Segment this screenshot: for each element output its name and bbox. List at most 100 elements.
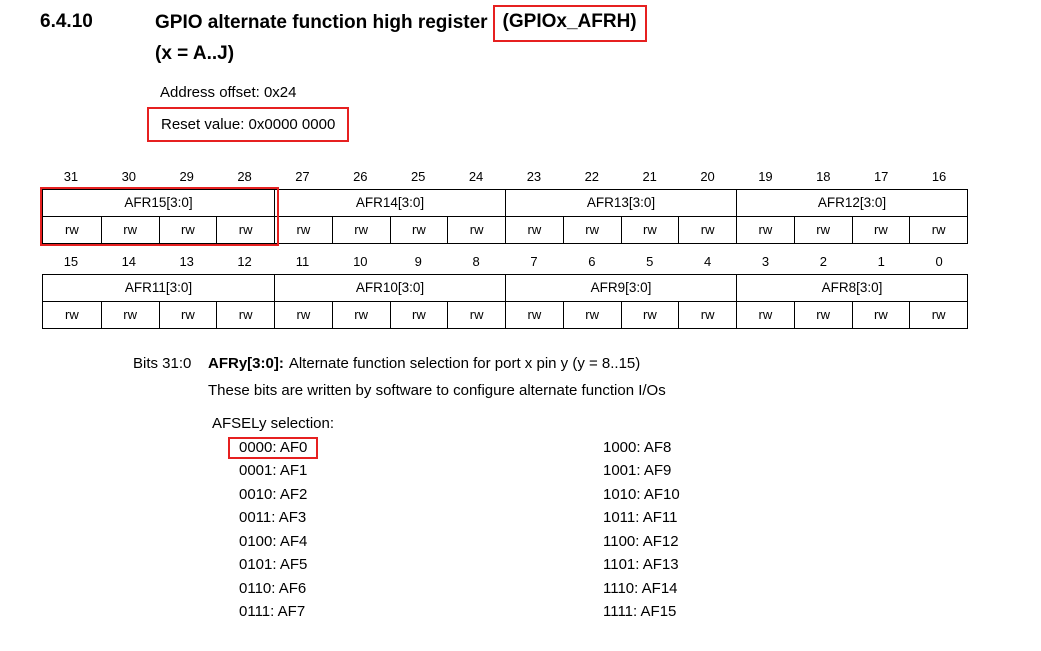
access-cell: rw bbox=[331, 217, 390, 243]
title-text: GPIO alternate function high register bbox=[155, 12, 488, 33]
address-offset: Address offset: 0x24 bbox=[160, 84, 297, 101]
bit-table-high: AFR15[3:0] AFR14[3:0] AFR13[3:0] AFR12[3:0]… bbox=[40, 187, 968, 246]
table-spacer bbox=[42, 244, 968, 252]
bit-number: 7 bbox=[530, 254, 538, 269]
af-list-left-column: 0000: AF0 0001: AF1 0010: AF2 0011: AF3 … bbox=[228, 436, 319, 624]
access-cell: rw bbox=[736, 302, 794, 328]
list-item: 1000: AF8 bbox=[603, 438, 672, 456]
access-cell: rw bbox=[331, 302, 390, 328]
page-title: GPIO alternate function high register (G… bbox=[155, 0, 647, 65]
access-cell: rw bbox=[793, 217, 852, 243]
bit-number: 29 bbox=[179, 169, 194, 184]
list-item: 1111: AF15 bbox=[603, 603, 677, 621]
bit-number: 8 bbox=[472, 254, 480, 269]
field-name-bold: AFRy[3:0]: bbox=[208, 355, 284, 372]
title-register-name-highlight: (GPIOx_AFRH) bbox=[492, 4, 647, 42]
bit-number: 9 bbox=[414, 254, 422, 269]
field-cell: AFR14[3:0] bbox=[274, 190, 505, 216]
bit-number: 14 bbox=[121, 254, 137, 269]
field-cell: AFR8[3:0] bbox=[736, 275, 967, 301]
list-item: 1100: AF12 bbox=[603, 532, 679, 550]
access-cell: rw bbox=[678, 302, 736, 328]
bit-number: 19 bbox=[758, 169, 773, 184]
access-cell: rw bbox=[100, 217, 159, 243]
af-list-right-column: 1000: AF8 1001: AF9 1010: AF10 1011: AF1… bbox=[592, 436, 691, 624]
access-cell: rw bbox=[909, 302, 967, 328]
list-item: 0101: AF5 bbox=[239, 556, 308, 574]
list-item: 1110: AF14 bbox=[603, 579, 678, 597]
bit-number: 21 bbox=[642, 169, 657, 184]
bits-range-label: Bits 31:0 bbox=[133, 355, 192, 372]
reset-value-highlight: Reset value: 0x0000 0000 bbox=[147, 107, 350, 142]
list-item: 0010: AF2 bbox=[239, 485, 308, 503]
bit-number: 22 bbox=[584, 169, 600, 184]
bit-number: 16 bbox=[931, 169, 947, 184]
access-cell: rw bbox=[216, 302, 274, 328]
field-cell: AFR11[3:0] bbox=[124, 280, 193, 295]
access-cell: rw bbox=[678, 217, 736, 243]
access-cell: rw bbox=[562, 302, 621, 328]
access-cell: rw bbox=[158, 302, 217, 328]
field-row-high: AFR15[3:0] AFR14[3:0] AFR13[3:0] AFR12[3:0] bbox=[43, 190, 967, 216]
access-cell: rw bbox=[793, 302, 852, 328]
bit-numbers-row-high: 31 30 29 28 27 26 25 24 23 22 21 20 19 18 17 16 bbox=[42, 167, 968, 189]
description-line1: Bits 31:0 AFRy[3:0]: Alternate function … bbox=[133, 350, 666, 377]
af0-highlight-box: 0000: AF0 bbox=[228, 436, 319, 459]
access-cell: rw bbox=[274, 217, 332, 243]
description-text: Alternate function selection for port x … bbox=[288, 355, 641, 372]
field-cell: AFR9[3:0] bbox=[505, 275, 736, 301]
field-cell: AFR12[3:0] bbox=[736, 190, 967, 216]
list-item: 0011: AF3 bbox=[239, 509, 307, 527]
field-cell: AFR10[3:0] bbox=[274, 275, 505, 301]
access-cell: rw bbox=[65, 307, 79, 322]
bit-number: 12 bbox=[237, 254, 252, 269]
bit-number: 6 bbox=[588, 254, 596, 269]
access-cell: rw bbox=[909, 217, 967, 243]
bit-number: 27 bbox=[295, 169, 310, 184]
access-cell: rw bbox=[65, 222, 79, 237]
bit-number: 28 bbox=[237, 169, 252, 184]
list-item: 1011: AF11 bbox=[603, 509, 678, 527]
title-line2: (x = A..J) bbox=[155, 43, 235, 64]
field-row-low: AFR11[3:0] AFR10[3:0] AFR9[3:0] AFR8[3:0] bbox=[43, 275, 967, 301]
title-line1: GPIO alternate function high register (G… bbox=[155, 0, 647, 46]
access-cell: rw bbox=[851, 217, 910, 243]
bit-number: 18 bbox=[816, 169, 831, 184]
register-bit-tables: 31 30 29 28 27 26 25 24 23 22 21 20 19 18 17 16 AFR15[3… bbox=[40, 167, 968, 329]
bit-number: 13 bbox=[179, 254, 194, 269]
bit-number: 26 bbox=[353, 169, 368, 184]
field-cell: AFR13[3:0] bbox=[505, 190, 736, 216]
bit-number: 17 bbox=[873, 169, 889, 184]
access-cell: rw bbox=[620, 217, 679, 243]
access-cell: rw bbox=[505, 217, 563, 243]
bit-number: 1 bbox=[877, 254, 885, 269]
access-cell: rw bbox=[389, 217, 448, 243]
access-cell: rw bbox=[100, 302, 159, 328]
bit-number: 20 bbox=[700, 169, 715, 184]
access-row-high: rw rw rw rw rw rw rw rw rw rw rw rw rw rw rw rw bbox=[43, 216, 967, 243]
bit-number: 31 bbox=[63, 169, 79, 184]
access-cell: rw bbox=[447, 302, 505, 328]
access-cell: rw bbox=[216, 217, 274, 243]
access-cell: rw bbox=[736, 217, 794, 243]
bit-number: 25 bbox=[410, 169, 426, 184]
bit-number: 24 bbox=[468, 169, 484, 184]
list-item: 0110: AF6 bbox=[239, 579, 307, 597]
bit-number: 3 bbox=[761, 254, 770, 269]
access-cell: rw bbox=[505, 302, 563, 328]
access-cell: rw bbox=[447, 217, 505, 243]
list-item: 0100: AF4 bbox=[239, 532, 308, 550]
access-cell: rw bbox=[274, 302, 332, 328]
bit-number: 10 bbox=[353, 254, 368, 269]
list-item: 0000: AF0 bbox=[228, 436, 319, 460]
access-cell: rw bbox=[562, 217, 621, 243]
bit-table-low: AFR11[3:0] AFR10[3:0] AFR9[3:0] AFR8[3:0] r… bbox=[42, 274, 968, 329]
field-cell: AFR15[3:0] bbox=[124, 195, 193, 210]
list-item: 1001: AF9 bbox=[603, 462, 672, 480]
bit-number: 30 bbox=[121, 169, 137, 184]
afsel-selection-label: AFSELy selection: bbox=[212, 415, 334, 432]
access-cell: rw bbox=[158, 217, 217, 243]
bits-description: Bits 31:0 AFRy[3:0]: Alternate function … bbox=[133, 350, 666, 437]
bit-number: 5 bbox=[646, 254, 654, 269]
